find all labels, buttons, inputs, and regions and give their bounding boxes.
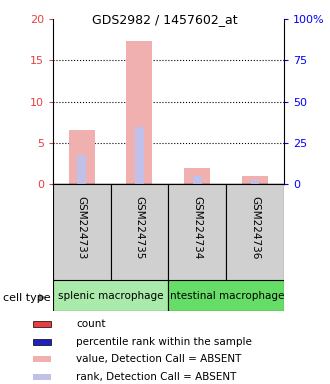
Bar [242, 176, 268, 184]
Bar [168, 184, 226, 280]
Text: value, Detection Call = ABSENT: value, Detection Call = ABSENT [76, 354, 241, 364]
Text: GSM224735: GSM224735 [134, 196, 145, 259]
Bar [168, 280, 284, 311]
Bar [33, 356, 51, 362]
Text: rank, Detection Call = ABSENT: rank, Detection Call = ABSENT [76, 372, 236, 382]
Text: count: count [76, 319, 105, 329]
Text: splenic macrophage: splenic macrophage [58, 291, 163, 301]
Text: GSM224734: GSM224734 [192, 196, 202, 259]
Bar [135, 127, 144, 184]
Bar [33, 374, 51, 380]
Bar [53, 184, 111, 280]
Bar [193, 176, 202, 184]
Bar [77, 156, 86, 184]
Text: GSM224736: GSM224736 [250, 196, 260, 259]
Bar [126, 41, 152, 184]
Bar [33, 339, 51, 344]
Text: cell type: cell type [3, 293, 51, 303]
Bar [184, 168, 210, 184]
Bar [53, 280, 168, 311]
Text: intestinal macrophage: intestinal macrophage [167, 291, 285, 301]
Bar [111, 184, 168, 280]
Bar [33, 321, 51, 327]
Bar [250, 180, 259, 184]
Bar [69, 130, 95, 184]
Text: GDS2982 / 1457602_at: GDS2982 / 1457602_at [92, 13, 238, 26]
Bar [226, 184, 284, 280]
Polygon shape [39, 293, 46, 302]
Text: GSM224733: GSM224733 [77, 196, 87, 259]
Text: percentile rank within the sample: percentile rank within the sample [76, 337, 252, 347]
